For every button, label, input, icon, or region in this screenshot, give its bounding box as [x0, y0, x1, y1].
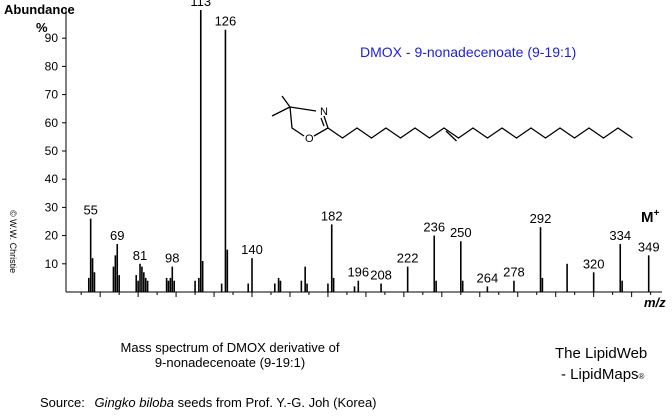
peak-label: 196	[347, 265, 369, 280]
x-tick-label: 280	[508, 298, 528, 300]
x-tick-label: 300	[546, 298, 566, 300]
x-tick-label: 120	[204, 298, 224, 300]
y-tick-label: 40	[45, 172, 59, 186]
peak-label: 182	[321, 208, 343, 223]
copyright-notice: © W.W. Christie	[8, 210, 18, 274]
hydrocarbon-chain	[327, 127, 633, 139]
x-tick-label: 200	[356, 298, 376, 300]
peak-label: 320	[583, 256, 605, 271]
caption-line-1: Mass spectrum of DMOX derivative of	[120, 340, 340, 355]
x-tick-label: 220	[394, 298, 414, 300]
x-tick-label: 340	[622, 298, 642, 300]
brand-line-1: The LipidWeb	[555, 345, 648, 362]
ring-bond	[313, 115, 329, 137]
peak-label: 113	[190, 0, 211, 9]
caption: Mass spectrum of DMOX derivative of 9-no…	[80, 340, 380, 370]
y-tick-label: 70	[45, 88, 59, 102]
y-tick-label: 20	[45, 229, 59, 243]
x-tick-label: 100	[166, 298, 186, 300]
peak-label: 236	[423, 220, 445, 235]
peak-label: 55	[83, 203, 97, 218]
source-line: Source: Gingko biloba seeds from Prof. Y…	[40, 395, 377, 410]
peak-label: 264	[477, 270, 499, 285]
chart-axes: 10 20 30 40 50 60 70 80 90 60 80 100 120 140 160 180 200…	[45, 8, 662, 300]
x-tick-label: 180	[318, 298, 338, 300]
y-tick-label: 10	[45, 257, 59, 271]
y-tick-label: 90	[45, 31, 59, 45]
ring-double-bond	[320, 117, 325, 127]
x-tick-label: 260	[470, 298, 490, 300]
methyl-bond	[271, 106, 291, 117]
molecular-ion-charge: +	[653, 208, 660, 219]
x-axis-label: m/z	[644, 295, 666, 310]
x-tick-label: 240	[432, 298, 452, 300]
source-rest: seeds from Prof. Y.-G. Joh (Korea)	[177, 395, 377, 410]
x-tick-label: 80	[131, 298, 145, 300]
peak-label: 292	[530, 211, 552, 226]
y-tick-label: 80	[45, 59, 59, 73]
ring-bond	[289, 106, 305, 137]
peak-label: 69	[110, 228, 124, 243]
x-tick-label: 60	[93, 298, 107, 300]
y-axis-label: Abundance	[4, 2, 75, 17]
peak-labels: 55 69 81 98 113 126 140 182 196 208 222 236 250 264 27…	[83, 0, 659, 285]
chart-title: DMOX - 9-nonadecenoate (9-19:1)	[360, 44, 577, 60]
peak-label: 278	[503, 265, 525, 280]
peak-bars	[87, 10, 650, 292]
nitrogen-atom: N	[320, 106, 328, 118]
peak-label: 81	[133, 248, 147, 263]
source-species: Gingko biloba	[94, 395, 174, 410]
peak-label: 250	[450, 225, 472, 240]
peak-label: 334	[609, 228, 631, 243]
molecular-ion-label: M+	[641, 208, 660, 226]
peak-label: 98	[165, 251, 179, 266]
x-tick-label: 320	[584, 298, 604, 300]
peak-label: 140	[241, 242, 263, 257]
y-axis-unit: %	[36, 20, 48, 35]
x-tick-label: 140	[242, 298, 262, 300]
peak-label: 126	[215, 14, 237, 29]
dmox-structure: NO	[271, 95, 633, 145]
source-prefix: Source:	[40, 395, 85, 410]
chain-double-bond	[445, 130, 457, 142]
y-tick-label: 60	[45, 116, 59, 130]
y-tick-label: 50	[45, 144, 59, 158]
peak-label: 349	[638, 239, 660, 254]
caption-line-2: 9-nonadecenoate (9-19:1)	[154, 355, 306, 370]
oxygen-atom: O	[305, 133, 314, 145]
methyl-bond	[281, 95, 291, 108]
y-tick-label: 30	[45, 200, 59, 214]
brand-line-2: - LipidMaps®	[561, 366, 645, 383]
x-tick-label: 160	[280, 298, 300, 300]
registered-mark: ®	[638, 372, 645, 381]
peak-label: 222	[397, 251, 419, 266]
ring-bond	[289, 106, 317, 112]
peak-label: 208	[370, 268, 392, 283]
mass-spectrum-chart: 10 20 30 40 50 60 70 80 90 60 80 100 120 140 160 180 200…	[45, 0, 662, 300]
